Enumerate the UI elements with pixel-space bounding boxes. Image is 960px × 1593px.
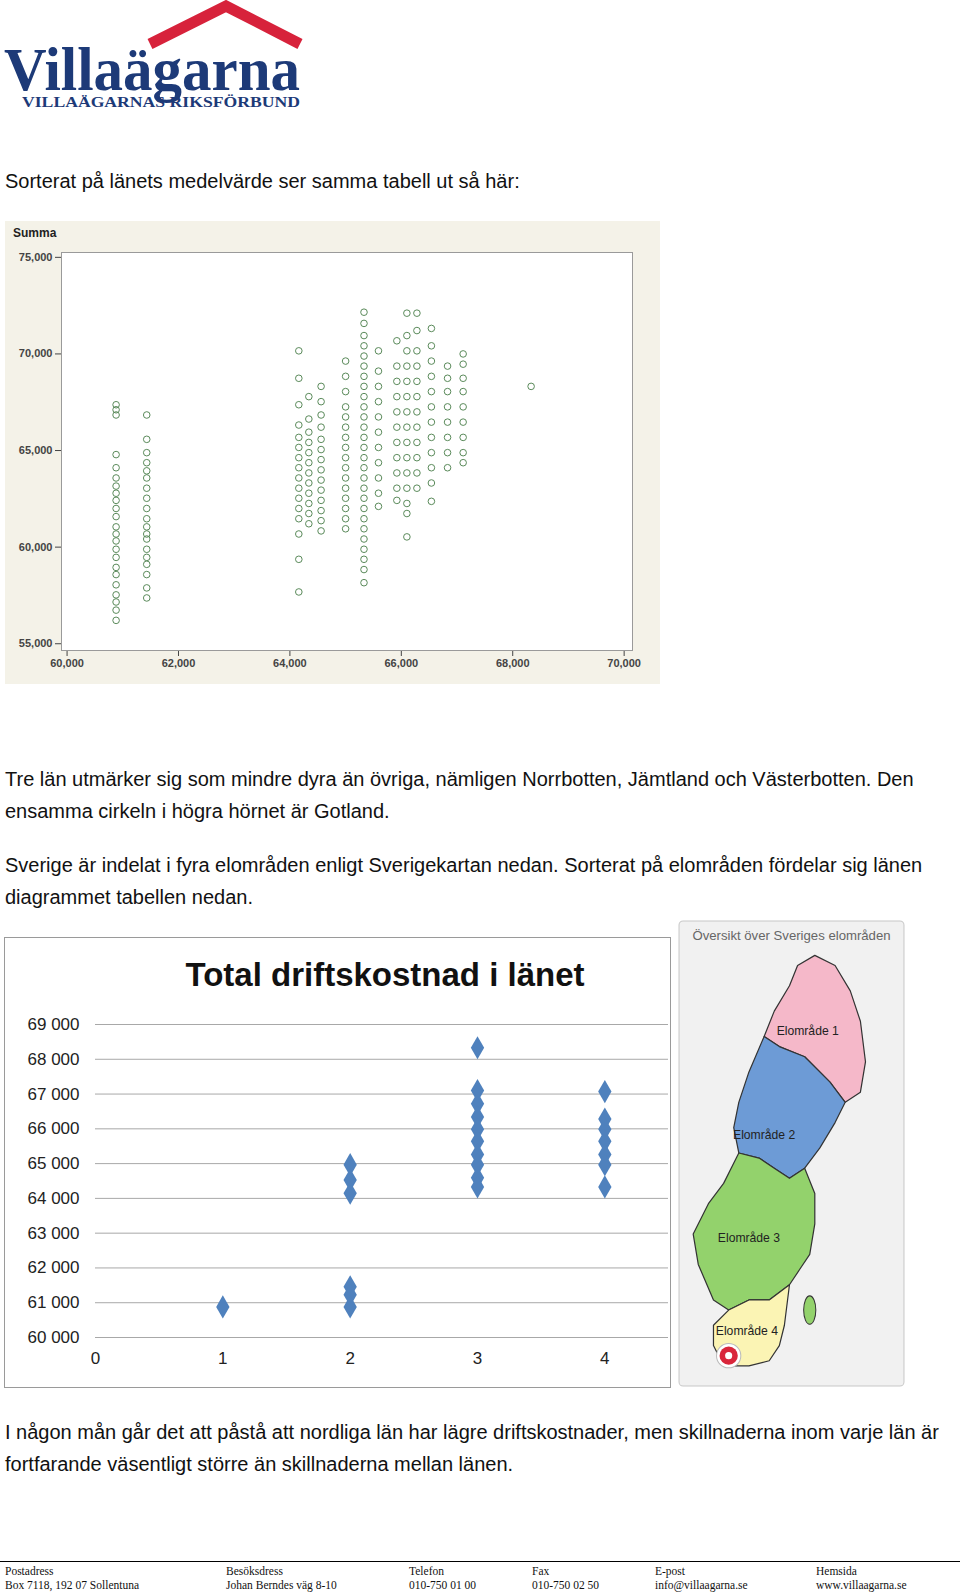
svg-text:Villaägarna: Villaägarna	[4, 35, 300, 103]
html-text:Sorterat på länets medelvärde: Sorterat på länets medelvärde ser samma …	[5, 170, 520, 192]
svg-text:60,000: 60,000	[50, 657, 84, 669]
html-text:Postadress: Postadress	[5, 1565, 54, 1577]
svg-text:65,000: 65,000	[19, 444, 53, 456]
svg-text:55,000: 55,000	[19, 637, 53, 649]
html-text:I någon mån går det att påstå: I någon mån går det att påstå att nordli…	[5, 1421, 939, 1475]
svg-text:68,000: 68,000	[496, 657, 530, 669]
html-text:E-post: E-post	[655, 1565, 685, 1577]
svg-text:2: 2	[345, 1349, 354, 1368]
html-text:010-750 02 50: 010-750 02 50	[532, 1579, 600, 1591]
svg-text:68 000: 68 000	[28, 1050, 80, 1069]
html-text:info@villaagarna.se: info@villaagarna.se	[655, 1579, 748, 1591]
svg-text:64,000: 64,000	[273, 657, 307, 669]
svg-text:3: 3	[473, 1349, 482, 1368]
html-text:Sverige är indelat i fyra elom: Sverige är indelat i fyra elområden enli…	[5, 854, 923, 908]
svg-text:67 000: 67 000	[28, 1084, 80, 1103]
svg-text:70,000: 70,000	[19, 347, 53, 359]
svg-text:VILLAÄGARNAS RIKSFÖRBUND: VILLAÄGARNAS RIKSFÖRBUND	[22, 94, 300, 110]
svg-text:61 000: 61 000	[28, 1293, 80, 1312]
html-text:Summa: Summa	[13, 226, 57, 240]
svg-text:Elområde 1: Elområde 1	[777, 1024, 839, 1038]
html-text:010-750 01 00: 010-750 01 00	[409, 1579, 477, 1591]
svg-text:1: 1	[218, 1349, 227, 1368]
svg-text:Elområde 4: Elområde 4	[716, 1324, 778, 1338]
html-text:Besöksdress: Besöksdress	[226, 1565, 283, 1577]
svg-text:4: 4	[600, 1349, 609, 1368]
svg-text:66,000: 66,000	[384, 657, 418, 669]
svg-text:64 000: 64 000	[28, 1189, 80, 1208]
svg-text:75,000: 75,000	[19, 251, 53, 263]
svg-text:0: 0	[91, 1349, 100, 1368]
svg-text:66 000: 66 000	[28, 1119, 80, 1138]
svg-text:62 000: 62 000	[28, 1258, 80, 1277]
svg-text:65 000: 65 000	[28, 1154, 80, 1173]
html-text:Telefon: Telefon	[409, 1565, 444, 1577]
svg-text:62,000: 62,000	[162, 657, 196, 669]
html-text:Box 7118, 192 07 Sollentuna: Box 7118, 192 07 Sollentuna	[5, 1579, 140, 1591]
svg-text:69 000: 69 000	[28, 1015, 80, 1034]
html-text:Hemsida: Hemsida	[816, 1565, 857, 1577]
svg-text:Översikt över Sveriges elområd: Översikt över Sveriges elområden	[692, 928, 890, 943]
html-text:Total driftskostnad i länet: Total driftskostnad i länet	[185, 956, 585, 993]
svg-text:60 000: 60 000	[28, 1328, 80, 1347]
html-text:www.villaagarna.se: www.villaagarna.se	[816, 1579, 907, 1591]
html-text:Johan Berndes väg 8-10: Johan Berndes väg 8-10	[226, 1579, 337, 1591]
svg-text:70,000: 70,000	[607, 657, 641, 669]
svg-text:Elområde 2: Elområde 2	[733, 1128, 795, 1142]
svg-text:63 000: 63 000	[28, 1224, 80, 1243]
svg-text:Elområde 3: Elområde 3	[718, 1231, 780, 1245]
html-text:Tre län utmärker sig som mindr: Tre län utmärker sig som mindre dyra än …	[5, 768, 914, 822]
svg-text:60,000: 60,000	[19, 541, 53, 553]
html-text:Fax: Fax	[532, 1565, 550, 1577]
